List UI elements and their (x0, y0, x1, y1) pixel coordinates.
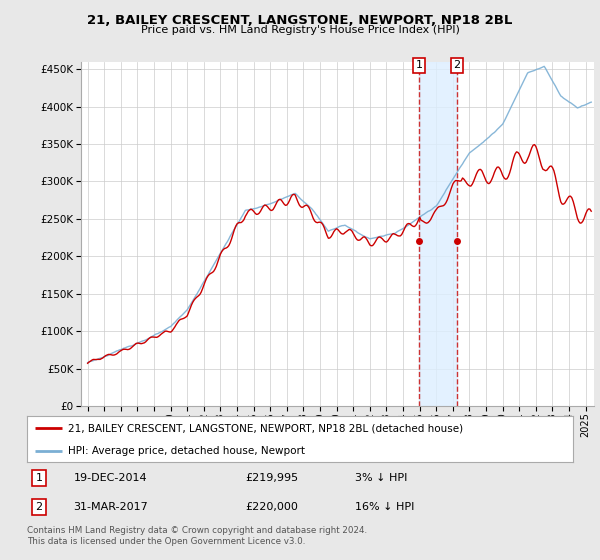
Text: 2: 2 (454, 60, 461, 71)
Text: 3% ↓ HPI: 3% ↓ HPI (355, 473, 407, 483)
Text: £220,000: £220,000 (245, 502, 298, 512)
Text: 19-DEC-2014: 19-DEC-2014 (73, 473, 147, 483)
Text: 1: 1 (416, 60, 422, 71)
Bar (419, 62, 457, 406)
Text: 21, BAILEY CRESCENT, LANGSTONE, NEWPORT, NP18 2BL: 21, BAILEY CRESCENT, LANGSTONE, NEWPORT,… (88, 14, 512, 27)
Text: 1: 1 (35, 473, 43, 483)
Text: Contains HM Land Registry data © Crown copyright and database right 2024.: Contains HM Land Registry data © Crown c… (27, 526, 367, 535)
Text: Price paid vs. HM Land Registry's House Price Index (HPI): Price paid vs. HM Land Registry's House … (140, 25, 460, 35)
Text: 16% ↓ HPI: 16% ↓ HPI (355, 502, 414, 512)
Text: 2: 2 (35, 502, 43, 512)
Text: 31-MAR-2017: 31-MAR-2017 (73, 502, 148, 512)
Text: This data is licensed under the Open Government Licence v3.0.: This data is licensed under the Open Gov… (27, 538, 305, 547)
Text: HPI: Average price, detached house, Newport: HPI: Average price, detached house, Newp… (68, 446, 305, 455)
Text: 21, BAILEY CRESCENT, LANGSTONE, NEWPORT, NP18 2BL (detached house): 21, BAILEY CRESCENT, LANGSTONE, NEWPORT,… (68, 423, 463, 433)
Text: £219,995: £219,995 (245, 473, 299, 483)
